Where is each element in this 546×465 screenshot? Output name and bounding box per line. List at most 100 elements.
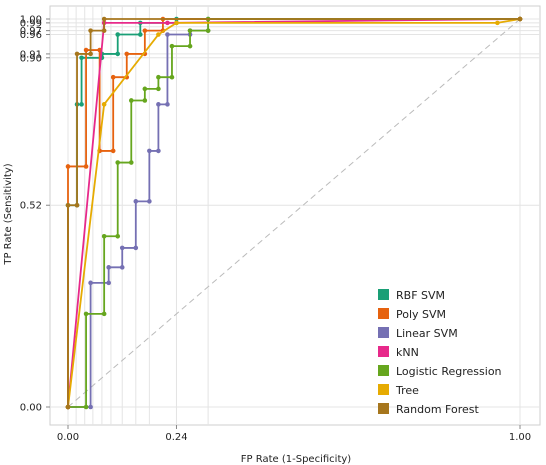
x-tick-label: 0.00: [57, 432, 79, 443]
y-tick-label: 0.99: [20, 18, 42, 29]
data-point: [74, 51, 80, 57]
legend: RBF SVM Poly SVM Linear SVM kNN Logistic Reg…: [378, 289, 502, 416]
data-point: [517, 16, 523, 22]
data-point: [205, 28, 211, 33]
series-line-3: [67, 18, 521, 408]
legend-label: Linear SVM: [396, 327, 458, 340]
series-rbf-svm: [65, 16, 523, 410]
data-point: [165, 20, 170, 26]
data-point: [88, 404, 93, 410]
x-axis-title: FP Rate (1-Specificity): [241, 454, 351, 465]
data-point: [156, 74, 161, 80]
data-point: [106, 280, 111, 286]
data-point: [133, 199, 139, 204]
data-point: [83, 47, 89, 53]
data-point: [133, 245, 139, 251]
data-point: [110, 148, 116, 154]
data-point: [156, 148, 161, 154]
data-point: [119, 265, 125, 270]
data-point: [119, 245, 125, 251]
data-point: [142, 86, 148, 92]
data-point: [101, 233, 107, 239]
data-point: [128, 98, 134, 103]
series-logistic-regression: [65, 16, 523, 410]
series-tree: [65, 16, 523, 410]
data-point: [65, 202, 71, 208]
y-tick-label: 0.96: [20, 30, 42, 41]
series-line-4: [68, 18, 520, 408]
legend-label: Logistic Regression: [396, 365, 502, 378]
y-tick-label: 0.90: [20, 53, 42, 64]
data-point: [128, 160, 134, 165]
legend-swatch: [378, 365, 389, 376]
y-tick-label: 0.00: [20, 403, 42, 414]
data-point: [147, 199, 152, 204]
data-point: [147, 148, 152, 154]
data-point: [88, 280, 93, 286]
data-point: [165, 32, 170, 37]
data-point: [106, 265, 111, 270]
data-point: [174, 20, 179, 26]
x-tick-label: 0.24: [165, 432, 187, 443]
data-point: [74, 202, 80, 208]
y-axis: 0.00 0.52 0.900.91 0.960.970.991.00: [20, 15, 50, 414]
y-axis-title: TP Rate (Sensitivity): [3, 163, 14, 265]
data-point: [88, 51, 93, 57]
legend-swatch: [378, 327, 389, 338]
y-tick-label: 0.97: [20, 26, 42, 37]
y-tick-label: 0.91: [20, 49, 42, 60]
series-poly-svm: [65, 16, 523, 410]
data-point: [156, 32, 161, 37]
legend-swatch: [378, 403, 389, 414]
plot-frame: [49, 5, 541, 426]
data-point: [187, 43, 193, 49]
series-linear-svm: [65, 16, 523, 410]
data-point: [101, 16, 107, 22]
legend-label: Random Forest: [396, 403, 479, 416]
y-tick-label: 1.00: [20, 15, 42, 26]
legend-label: Tree: [395, 384, 419, 397]
data-point: [187, 28, 193, 33]
data-point: [65, 164, 71, 169]
data-point: [101, 28, 107, 33]
grid-lines: [50, 6, 540, 425]
data-point: [83, 164, 89, 169]
x-tick-label: 1.00: [509, 432, 531, 443]
data-point: [142, 28, 148, 33]
legend-label: kNN: [396, 346, 419, 359]
data-point: [138, 32, 143, 37]
data-point: [165, 102, 170, 107]
legend-swatch: [378, 289, 389, 300]
legend-swatch: [378, 346, 389, 357]
data-point: [101, 311, 107, 317]
x-axis: 0.00 0.24 1.00: [57, 425, 531, 443]
legend-label: RBF SVM: [396, 289, 445, 302]
series-layer: [65, 16, 523, 410]
series-knn: [65, 16, 523, 410]
data-point: [79, 55, 84, 61]
y-tick-label: 0.52: [20, 201, 42, 212]
data-point: [156, 102, 161, 107]
data-point: [88, 28, 93, 33]
data-point: [65, 404, 71, 410]
data-point: [142, 98, 148, 103]
data-point: [115, 160, 121, 165]
series-line-5: [67, 18, 521, 408]
legend-swatch: [378, 308, 389, 319]
data-point: [169, 43, 175, 49]
data-point: [115, 32, 121, 37]
data-point: [79, 102, 84, 107]
data-point: [115, 51, 121, 57]
data-point: [495, 20, 500, 26]
data-point: [156, 86, 161, 92]
data-point: [169, 74, 175, 80]
legend-label: Poly SVM: [396, 308, 446, 321]
data-point: [115, 233, 121, 239]
data-point: [83, 404, 89, 410]
data-point: [101, 102, 107, 107]
data-point: [124, 51, 130, 57]
data-point: [83, 311, 89, 317]
legend-swatch: [378, 384, 389, 395]
data-point: [110, 74, 116, 80]
